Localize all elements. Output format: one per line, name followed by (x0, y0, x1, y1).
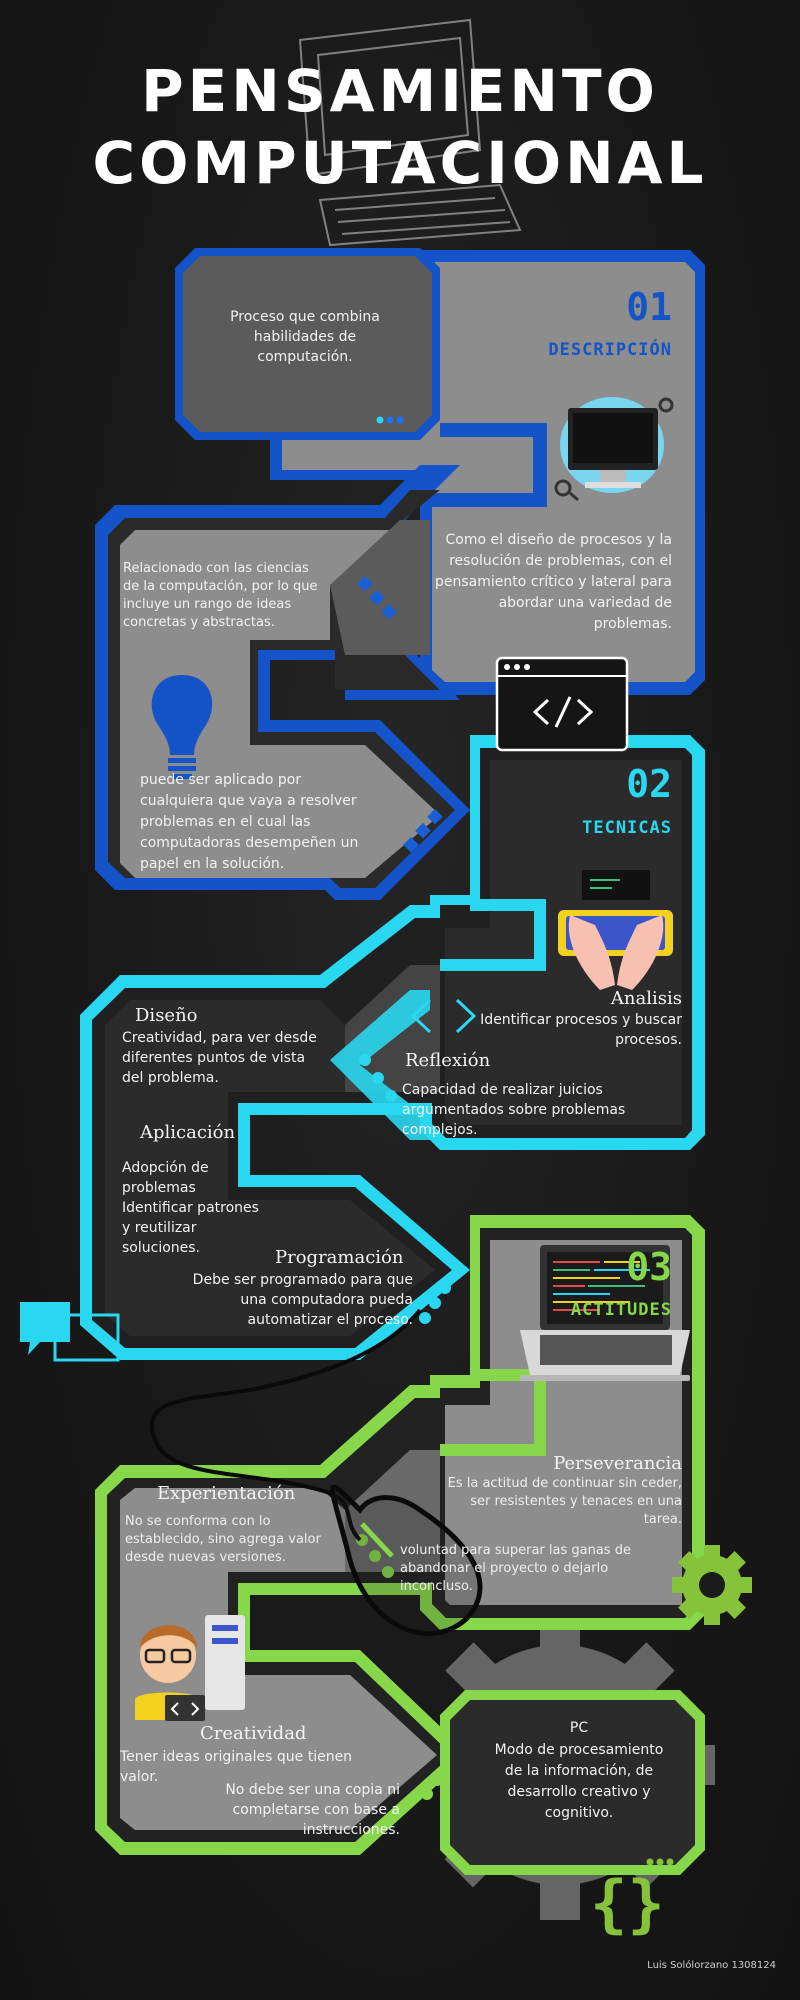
intro-text: Proceso que combina habilidades de compu… (230, 309, 380, 365)
angle-brackets-icon (410, 998, 477, 1034)
descripcion-right-text: Como el diseño de procesos y la resoluci… (435, 532, 672, 632)
keyboard-hands-icon (558, 870, 673, 990)
section-number-01: 01 (626, 285, 672, 329)
diseno-text: Creatividad, para ver desde diferentes p… (122, 1030, 317, 1086)
experientacion-text: No se conforma con lo establecido, sino … (125, 1514, 321, 1565)
page-title-line2: COMPUTACIONAL (92, 129, 708, 197)
creatividad-text-2: No debe ser una copia ni completarse con… (225, 1782, 400, 1838)
descripcion-applied-text: puede ser aplicado por cualquiera que va… (140, 772, 359, 872)
diseno-heading: Diseño (135, 1005, 198, 1026)
section-label-descripcion: DESCRIPCIÓN (548, 340, 672, 360)
curly-braces-icon: {} (590, 1858, 674, 1940)
perseverancia-text-1: Es la actitud de continuar sin ceder, se… (447, 1476, 682, 1527)
programacion-text: Debe ser programado para que una computa… (192, 1272, 413, 1328)
page-title-line1: PENSAMIENTO (141, 57, 659, 125)
perseverancia-text-2: voluntad para superar las ganas de aband… (400, 1543, 631, 1594)
pc-heading: PC (569, 1720, 589, 1736)
author-credit: Luis Solólorzano 1308124 (647, 1960, 776, 1971)
section-number-02: 02 (626, 762, 672, 806)
gear-icon (672, 1545, 752, 1625)
section-label-actitudes: ACTITUDES (570, 1300, 672, 1320)
sketch-computer-icon (298, 18, 522, 247)
perseverancia-heading: Perseverancia (553, 1453, 682, 1474)
aplicacion-text: Adopción de problemas Identificar patron… (122, 1160, 259, 1256)
creatividad-text-1: Tener ideas originales que tienen valor. (120, 1749, 353, 1785)
monitor-icon (554, 397, 674, 502)
pc-text: Modo de procesamiento de la información,… (494, 1742, 664, 1821)
analisis-heading: Analisis (610, 988, 682, 1009)
mouse-icon (149, 1308, 483, 1636)
reflexion-text: Capacidad de realizar juicios argumentad… (402, 1082, 626, 1138)
programmer-icon (135, 1615, 245, 1721)
experientacion-heading: Experientación (157, 1483, 296, 1504)
descripcion-left-text: Relacionado con las ciencias de la compu… (123, 561, 318, 630)
lightbulb-icon (151, 675, 213, 779)
svg-text:{}: {} (590, 1867, 665, 1940)
analisis-text: Identificar procesos y buscar procesos. (480, 1012, 682, 1048)
section-label-tecnicas: TECNICAS (582, 818, 672, 838)
code-window-icon (495, 656, 629, 752)
programacion-heading: Programación (275, 1247, 404, 1268)
creatividad-heading: Creatividad (200, 1723, 307, 1744)
section-number-03: 03 (626, 1245, 672, 1289)
laptop-icon (520, 1245, 690, 1381)
chat-bubbles-icon (20, 1302, 120, 1362)
aplicacion-heading: Aplicación (140, 1122, 236, 1143)
reflexion-heading: Reflexión (405, 1050, 491, 1071)
